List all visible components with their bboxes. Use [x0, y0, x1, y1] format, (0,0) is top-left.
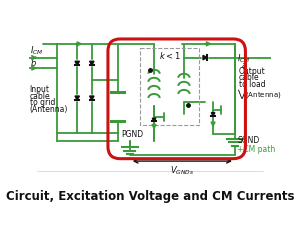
Text: cable: cable: [239, 73, 260, 82]
Polygon shape: [75, 97, 80, 101]
Text: PGND: PGND: [122, 130, 144, 139]
Text: +CM path: +CM path: [237, 144, 276, 153]
Text: $k < 1$: $k < 1$: [159, 50, 180, 61]
Text: $I_{CM}$: $I_{CM}$: [237, 53, 251, 65]
Polygon shape: [75, 62, 80, 66]
Polygon shape: [152, 119, 156, 122]
Polygon shape: [89, 62, 94, 66]
Polygon shape: [211, 113, 215, 116]
Text: a: a: [242, 61, 247, 70]
Text: Output: Output: [239, 66, 266, 75]
Text: SGND: SGND: [237, 136, 260, 145]
Text: b: b: [30, 59, 36, 68]
Text: to load: to load: [239, 79, 266, 88]
Bar: [140, 49, 199, 125]
Text: $V_{GNDs}$: $V_{GNDs}$: [170, 164, 194, 176]
Text: Input: Input: [29, 85, 50, 94]
Polygon shape: [89, 97, 94, 101]
Text: (Antenna): (Antenna): [29, 104, 68, 113]
Text: $I_{CM}$: $I_{CM}$: [30, 44, 44, 57]
Text: to grid: to grid: [29, 98, 55, 107]
Text: Circuit, Excitation Voltage and CM Currents: Circuit, Excitation Voltage and CM Curre…: [6, 189, 294, 202]
Polygon shape: [203, 56, 207, 61]
Text: cable: cable: [29, 91, 50, 100]
Text: $\bigvee$(Antenna): $\bigvee$(Antenna): [236, 87, 281, 100]
